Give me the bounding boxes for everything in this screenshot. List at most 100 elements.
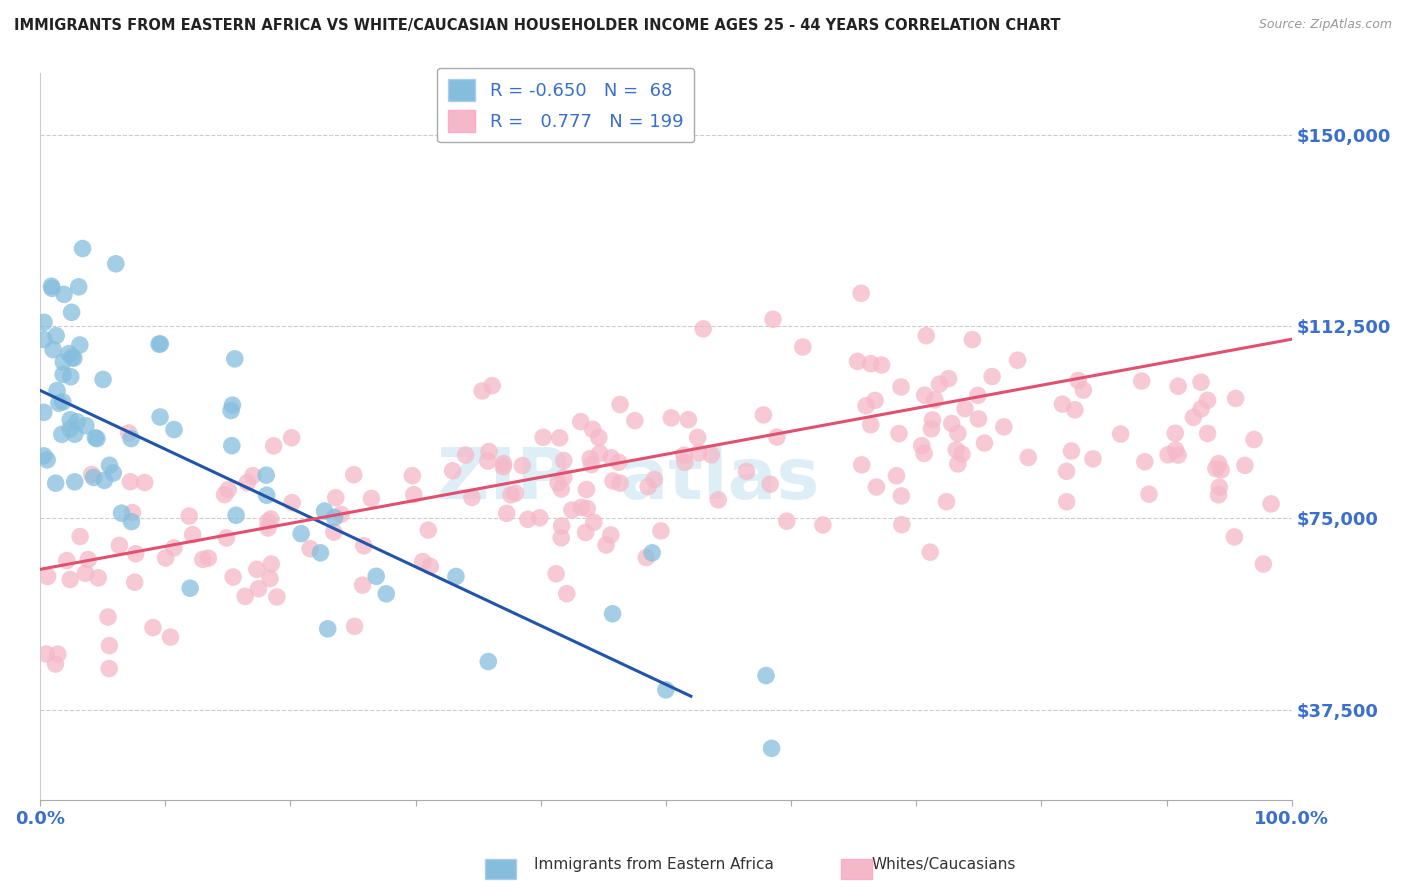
Point — [849, 286, 872, 301]
Point — [242, 468, 264, 483]
Point — [69, 338, 91, 352]
Point — [281, 495, 304, 509]
Point — [197, 551, 219, 566]
Point — [360, 491, 382, 506]
Point — [191, 552, 214, 566]
Point — [912, 446, 935, 460]
Point — [83, 470, 105, 484]
Point — [911, 439, 934, 453]
Text: Immigrants from Eastern Africa: Immigrants from Eastern Africa — [534, 857, 775, 872]
Point — [967, 412, 990, 426]
Point — [752, 408, 775, 422]
Point — [60, 305, 83, 319]
Point — [322, 525, 344, 540]
Point — [98, 661, 121, 675]
Point — [366, 569, 388, 583]
Point — [495, 506, 517, 520]
Point — [41, 279, 63, 293]
Point — [576, 501, 599, 516]
Point — [547, 475, 569, 490]
Point — [59, 422, 82, 436]
Point — [52, 355, 75, 369]
Point — [257, 521, 280, 535]
Point — [63, 427, 86, 442]
Point — [32, 315, 55, 329]
Point — [766, 430, 789, 444]
Point — [546, 566, 568, 581]
Point — [323, 510, 346, 524]
Point — [134, 475, 156, 490]
Point — [1189, 401, 1212, 416]
Point — [179, 581, 201, 595]
Point — [865, 480, 887, 494]
Point — [962, 333, 984, 347]
Point — [659, 410, 682, 425]
Point — [66, 415, 89, 429]
Point — [45, 328, 67, 343]
Point — [859, 417, 882, 432]
Point — [589, 446, 612, 460]
Point — [700, 448, 723, 462]
Point — [792, 340, 814, 354]
Point — [1164, 442, 1187, 457]
Point — [256, 488, 278, 502]
Point — [59, 573, 82, 587]
Point — [941, 417, 963, 431]
Point — [921, 413, 943, 427]
Point — [98, 639, 121, 653]
Point — [80, 467, 103, 482]
Point — [915, 328, 938, 343]
Point — [343, 619, 366, 633]
Point — [920, 545, 942, 559]
Point — [93, 474, 115, 488]
Point — [688, 446, 710, 460]
Point — [110, 506, 132, 520]
Point — [1167, 379, 1189, 393]
Point — [263, 439, 285, 453]
Point — [678, 412, 700, 426]
Point — [920, 422, 942, 436]
Point — [84, 431, 107, 445]
Point — [402, 488, 425, 502]
Point — [1223, 530, 1246, 544]
Point — [86, 432, 108, 446]
Point — [1052, 397, 1074, 411]
Point — [762, 312, 785, 326]
Point — [553, 470, 575, 484]
Point — [59, 369, 82, 384]
Point — [418, 523, 440, 537]
Point — [938, 371, 960, 385]
Point — [599, 528, 621, 542]
Point — [953, 401, 976, 416]
Point — [855, 399, 877, 413]
Point — [569, 500, 592, 515]
Point — [643, 472, 665, 486]
Point — [352, 578, 374, 592]
Point — [1253, 557, 1275, 571]
Point — [755, 668, 778, 682]
Point — [179, 509, 201, 524]
Point — [569, 415, 592, 429]
Point — [890, 380, 912, 394]
Point — [155, 551, 177, 566]
Point — [707, 492, 730, 507]
Point — [471, 384, 494, 398]
Point — [35, 647, 58, 661]
Point — [1208, 480, 1230, 494]
Point — [550, 519, 572, 533]
Point — [1130, 374, 1153, 388]
Point — [890, 489, 912, 503]
Point — [776, 514, 799, 528]
Point — [221, 398, 243, 412]
Point — [1211, 463, 1233, 477]
Point — [246, 562, 269, 576]
Point — [550, 531, 572, 545]
Point — [582, 515, 605, 529]
Point — [637, 480, 659, 494]
Point — [478, 444, 501, 458]
Point — [62, 351, 84, 366]
Point — [811, 517, 834, 532]
Point — [260, 512, 283, 526]
Text: Whites/Caucasians: Whites/Caucasians — [872, 857, 1017, 872]
Point — [581, 458, 603, 472]
